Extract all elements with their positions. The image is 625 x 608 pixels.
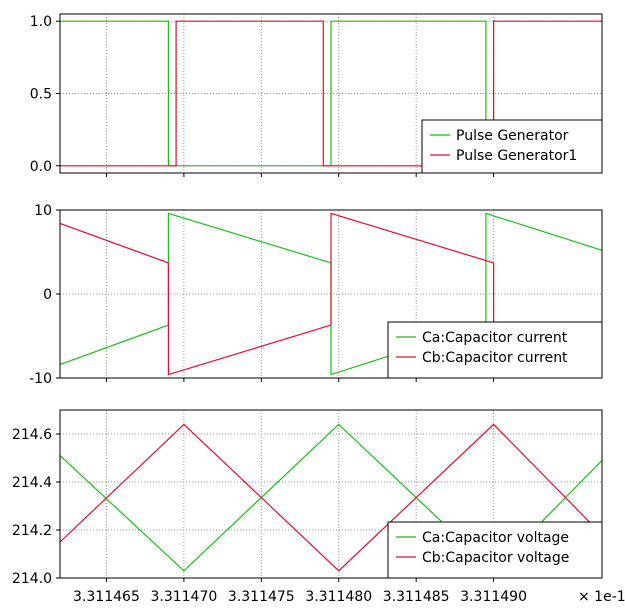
- legend: Pulse Generator Pulse Generator1: [421, 119, 603, 174]
- x-tick-label: 3.311480: [305, 589, 372, 605]
- x-tick-label: 3.311465: [73, 589, 140, 605]
- y-tick-label: 0.0: [30, 159, 52, 175]
- y-tick-label: 214.2: [12, 523, 52, 539]
- plot-frame: [59, 209, 603, 379]
- legend-box: [387, 321, 603, 379]
- y-tick-label: -10: [29, 371, 52, 387]
- plot-frame: [59, 409, 603, 579]
- x-tick-label: 3.311470: [150, 589, 217, 605]
- legend-label: Ca:Capacitor voltage: [422, 530, 569, 546]
- legend-label: Cb:Capacitor voltage: [422, 550, 569, 566]
- x-tick-label: 3.311485: [383, 589, 450, 605]
- y-tick-label: 214.0: [12, 571, 52, 587]
- y-tick-label: 1.0: [30, 14, 52, 30]
- legend-label: Pulse Generator1: [456, 148, 577, 164]
- legend-label: Pulse Generator: [456, 128, 569, 144]
- panel-1: 0.0 0.5 1.0 Pulse Generator Pulse Generator1: [30, 13, 603, 177]
- legend-label: Ca:Capacitor current: [422, 330, 568, 346]
- legend: Ca:Capacitor voltage Cb:Capacitor voltage: [387, 521, 603, 579]
- y-tick-label: 10: [34, 203, 52, 219]
- x-tick-label: 3.311490: [460, 589, 527, 605]
- y-tick-label: 0: [43, 287, 52, 303]
- y-tick-label: 214.4: [12, 475, 52, 491]
- y-tick-label: 0.5: [30, 87, 52, 103]
- series-line-pulse-generator1: [60, 20, 602, 167]
- legend: Ca:Capacitor current Cb:Capacitor current: [387, 321, 603, 379]
- plot-frame: [59, 13, 603, 174]
- y-tick-label: 214.6: [12, 427, 52, 443]
- legend-box: [387, 521, 603, 579]
- x-axis-multiplier-label: × 1e-1: [578, 589, 625, 605]
- legend-box: [421, 119, 603, 174]
- x-tick-label: 3.311475: [228, 589, 295, 605]
- panel-2: -10 0 10 Ca:Capacitor current Cb:Capacitor c…: [29, 203, 603, 387]
- legend-label: Cb:Capacitor current: [422, 350, 568, 366]
- panel-3: 214.0 214.2 214.4 214.6 Ca:Capacitor voltage…: [12, 409, 603, 587]
- series-line-cb-capacitor-voltage: [59, 423, 603, 572]
